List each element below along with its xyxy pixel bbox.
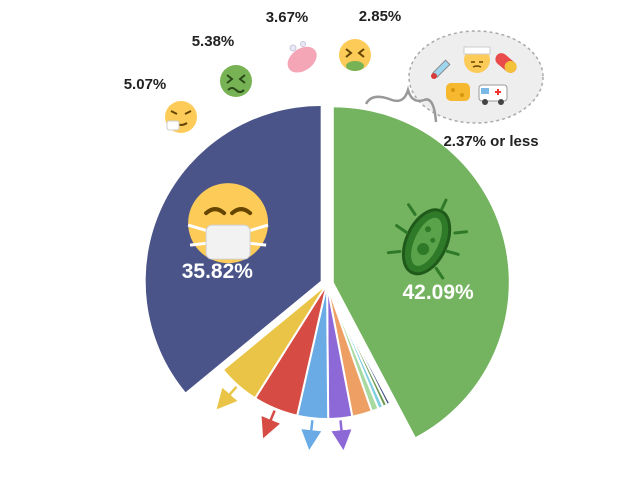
soap-icon	[287, 41, 317, 73]
slice-label: 42.09%	[402, 281, 474, 304]
sponge-icon	[446, 83, 470, 101]
slice-label: 2.85%	[359, 8, 402, 25]
slice-label: 5.07%	[124, 76, 167, 93]
sick-face-icon	[220, 65, 252, 97]
slice-arrow	[261, 410, 281, 439]
nauseated-face-icon	[339, 39, 371, 71]
callout-bubble	[408, 30, 544, 124]
syringe-icon	[431, 59, 451, 79]
mask-face-icon	[187, 183, 269, 264]
sneezing-face-icon	[165, 101, 197, 133]
slice-icons	[165, 39, 469, 280]
slice-arrow	[216, 385, 238, 410]
slice-arrow	[331, 420, 352, 451]
slice-label: 5.38%	[192, 33, 235, 50]
pie-slice	[221, 283, 328, 400]
slice-labels: 42.09% 2.85% 3.67% 5.38% 5.07% 35.82%	[124, 8, 474, 304]
slice-arrows	[216, 385, 352, 451]
pill-icon	[495, 53, 517, 73]
slice-arrow	[301, 420, 322, 451]
slice-label: 3.67%	[266, 9, 309, 26]
slice-label: 35.82%	[182, 260, 254, 283]
microbe-icon	[386, 198, 469, 280]
callout-bracket	[364, 85, 438, 123]
group-label: 2.37% or less	[443, 133, 538, 150]
bandaged-face-icon	[463, 46, 491, 73]
ambulance-icon	[478, 84, 508, 105]
small-slices-callout: 2.37% or less	[364, 30, 544, 150]
